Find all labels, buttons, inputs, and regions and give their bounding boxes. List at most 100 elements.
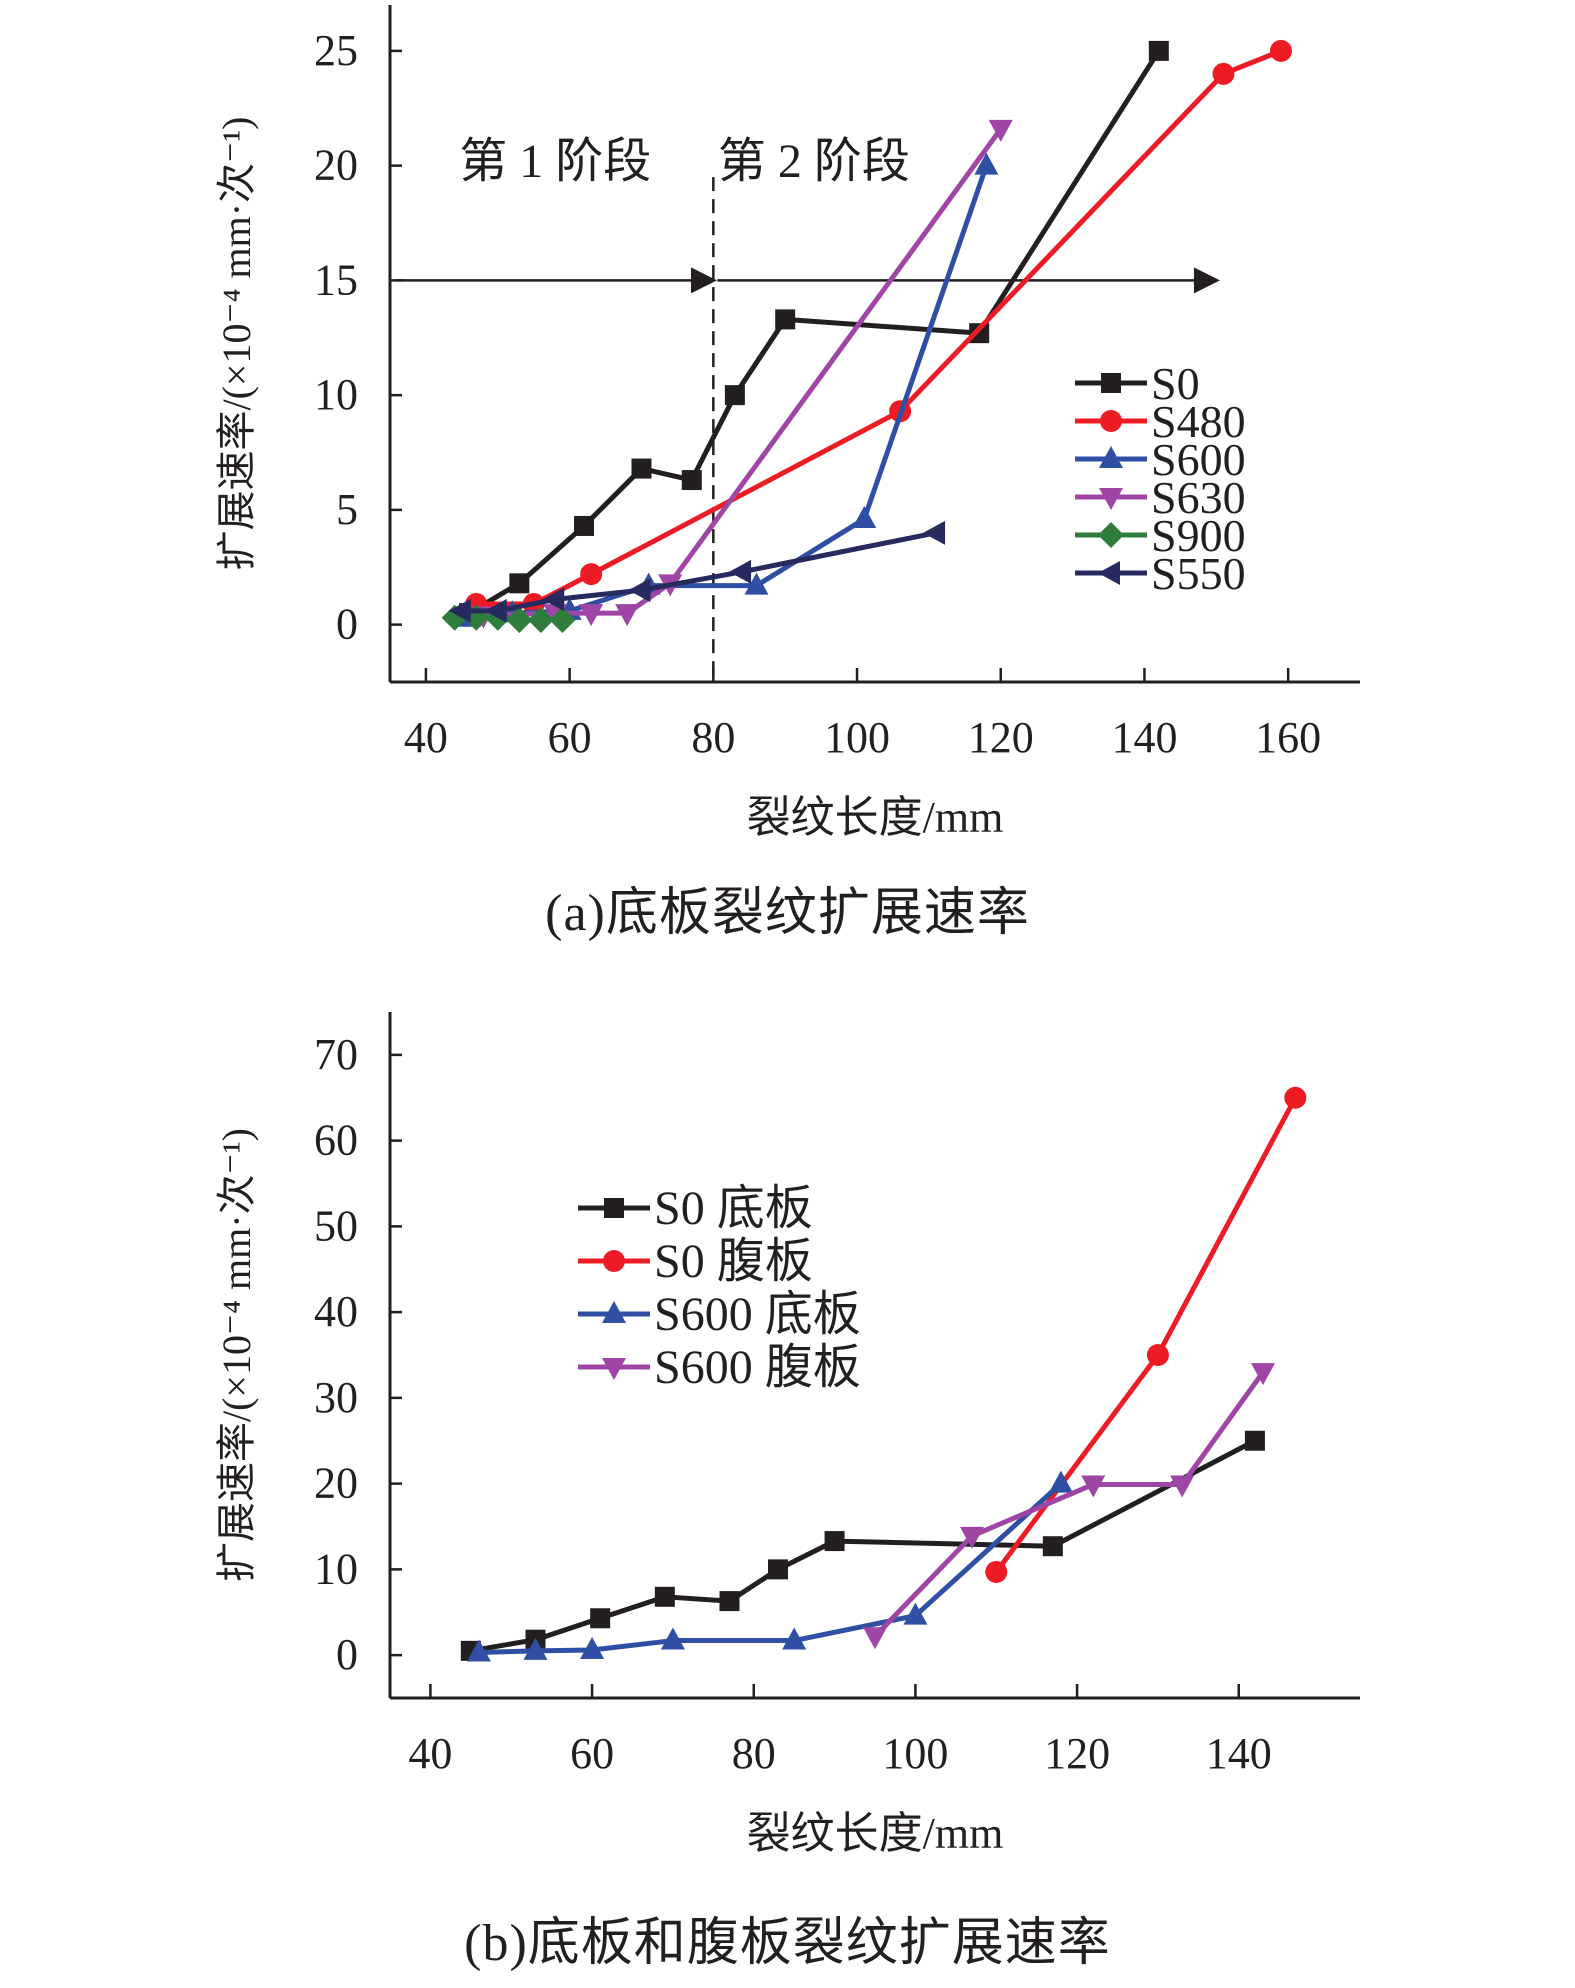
data-point [681, 470, 702, 491]
y-axis-label: 扩展速率/(×10⁻⁴ mm·次⁻¹) [214, 116, 259, 570]
data-point [527, 607, 554, 634]
data-point [852, 506, 877, 529]
data-point [579, 604, 604, 627]
data-point [448, 598, 471, 623]
y-tick-label: 40 [314, 1287, 358, 1336]
series-0 [459, 40, 1169, 624]
x-axis-label: 裂纹长度/mm [747, 1809, 1004, 1858]
y-tick-label: 10 [314, 370, 358, 419]
y-tick-label: 5 [336, 485, 358, 534]
legend-marker [1099, 488, 1123, 510]
x-tick-label: 120 [968, 713, 1034, 762]
stage2-arrow-head [1193, 267, 1220, 294]
data-point [1251, 1363, 1275, 1386]
legend-marker [602, 1301, 626, 1323]
data-point [506, 607, 533, 634]
data-point [660, 1627, 685, 1650]
x-tick-label: 40 [404, 713, 448, 762]
x-tick-label: 40 [408, 1729, 452, 1778]
data-point [863, 1627, 887, 1650]
data-point [484, 598, 507, 623]
stage1-arrow-head [690, 267, 717, 294]
data-point [580, 1636, 605, 1659]
data-point [969, 323, 990, 344]
data-point [590, 1608, 611, 1629]
data-point [782, 1627, 807, 1650]
data-point [615, 604, 640, 627]
series-line [470, 1438, 1257, 1654]
caption-b: (b)底板和腹板裂纹扩展速率 [464, 1915, 1111, 1972]
x-tick-label: 160 [1255, 713, 1321, 762]
legend-marker [604, 1198, 624, 1218]
y-tick-label: 30 [314, 1373, 358, 1422]
data-point [580, 563, 603, 586]
legend-label: S600 [1151, 434, 1246, 485]
legend-marker [1100, 410, 1122, 432]
legend-label: S600 底板 [654, 1288, 861, 1341]
data-point [466, 1639, 491, 1662]
series-0 [460, 1430, 1265, 1661]
x-tick-label: 60 [548, 713, 592, 762]
x-tick-label: 120 [1044, 1729, 1110, 1778]
legend-label: S480 [1151, 396, 1246, 447]
figure-b: 0 10 20 30 40 50 60 70 40 60 80 100 120 140 裂纹长度/mm 扩展速… [0, 1000, 1575, 1988]
data-point [729, 559, 752, 584]
data-point [1146, 1344, 1169, 1366]
legend-marker [1101, 373, 1121, 393]
x-tick-label: 80 [732, 1729, 776, 1778]
data-point [775, 309, 796, 330]
legend-marker [602, 1358, 626, 1380]
data-point [824, 1531, 845, 1552]
data-point [1212, 62, 1235, 85]
stage1-label: 第 1 阶段 [459, 135, 651, 188]
y-axis-label: 扩展速率/(×10⁻⁴ mm·次⁻¹) [214, 1128, 259, 1582]
chart-a: 0 5 10 15 20 25 40 60 80 100 120 140 160 裂纹长度/mm 扩展速率/… [214, 5, 1360, 842]
data-point [719, 1591, 740, 1612]
legend-marker [1099, 446, 1123, 468]
data-point [768, 1559, 788, 1580]
y-tick-label: 50 [314, 1201, 358, 1250]
data-point [1269, 39, 1292, 62]
data-point [960, 1526, 984, 1549]
y-tick-label: 15 [314, 255, 358, 304]
data-point [923, 520, 946, 545]
figure-a: 0 5 10 15 20 25 40 60 80 100 120 140 160 裂纹长度/mm 扩展速率/… [0, 0, 1575, 990]
y-tick-label: 0 [336, 600, 358, 649]
data-point [1244, 1430, 1265, 1451]
data-point [1048, 1470, 1073, 1493]
chart-b: 0 10 20 30 40 50 60 70 40 60 80 100 120 140 裂纹长度/mm 扩展速… [214, 1012, 1360, 1858]
data-point [631, 458, 652, 479]
data-point [985, 1560, 1008, 1583]
data-point [903, 1602, 928, 1625]
series-2 [466, 1470, 1073, 1662]
stage2-label: 第 2 阶段 [718, 135, 910, 188]
legend-label: S0 腹板 [654, 1235, 813, 1288]
y-tick-label: 25 [314, 26, 358, 75]
data-point [1042, 1536, 1063, 1557]
legend-marker [603, 1250, 625, 1272]
data-point [988, 119, 1013, 142]
y-tick-label: 20 [314, 141, 358, 190]
x-tick-label: 100 [824, 713, 890, 762]
data-point [1081, 1475, 1106, 1498]
y-tick-label: 70 [314, 1030, 358, 1079]
y-tick-label: 20 [314, 1459, 358, 1508]
y-tick-label: 60 [314, 1116, 358, 1165]
legend-label: S900 [1151, 510, 1246, 561]
series-3 [863, 1363, 1275, 1650]
x-tick-label: 140 [1206, 1729, 1272, 1778]
data-point [574, 515, 594, 536]
legend-label: S0 [1151, 358, 1200, 409]
y-tick-label: 10 [314, 1544, 358, 1593]
data-point [542, 587, 565, 612]
series-5 [448, 520, 946, 623]
data-point [974, 152, 999, 175]
caption-a: (a)底板裂纹扩展速率 [545, 885, 1030, 942]
data-point [1170, 1475, 1195, 1498]
legend-marker [1098, 522, 1124, 548]
legend-marker [1098, 561, 1120, 585]
series-1 [985, 1086, 1307, 1583]
data-point [523, 1637, 548, 1660]
